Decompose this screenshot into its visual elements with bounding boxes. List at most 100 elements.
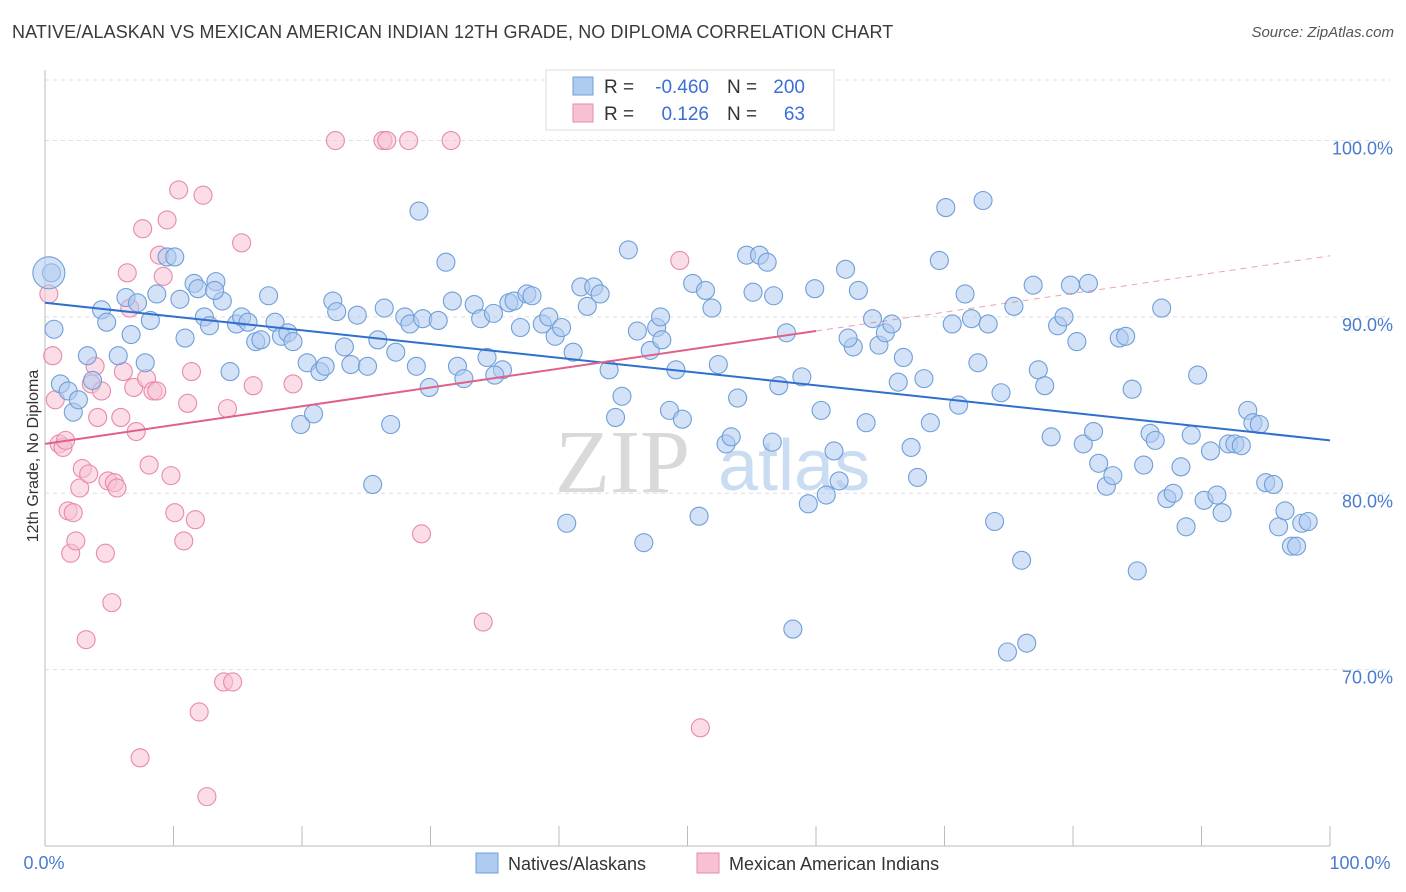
natives-point-large [32, 256, 66, 290]
mexican-point-22 [107, 478, 127, 498]
natives-point-95 [672, 409, 692, 429]
natives-point-9 [97, 312, 117, 332]
natives-point-108 [762, 432, 782, 452]
natives-point-79 [563, 342, 583, 362]
mexican-point-20 [102, 593, 122, 613]
y-tick-labels: 70.0% 80.0% 90.0% 100.0% [1332, 139, 1393, 688]
legend-n-label-2: N = [727, 104, 757, 125]
series-mexican-american-indians [39, 130, 710, 807]
natives-point-142 [985, 511, 1005, 532]
legend-n-label-1: N = [727, 77, 757, 98]
natives-point-150 [1035, 376, 1055, 396]
y-tick-label-80: 80.0% [1342, 491, 1393, 511]
mexican-point-57 [399, 130, 419, 151]
natives-point-128 [893, 347, 913, 368]
natives-point-199 [1298, 511, 1318, 532]
natives-point-174 [1181, 425, 1201, 445]
natives-point-40 [304, 404, 324, 424]
natives-point-179 [1212, 503, 1232, 523]
legend-r-value-2: 0.126 [661, 104, 709, 125]
natives-point-130 [907, 467, 928, 487]
natives-point-13 [127, 293, 148, 313]
mexican-point-44 [185, 510, 205, 530]
natives-point-18 [165, 247, 185, 267]
natives-point-139 [968, 353, 988, 373]
natives-point-182 [1231, 436, 1251, 456]
natives-point-45 [334, 337, 354, 357]
natives-point-33 [259, 286, 279, 306]
natives-point-135 [942, 314, 962, 334]
natives-point-149 [1028, 360, 1048, 380]
natives-point-103 [728, 388, 748, 408]
natives-point-187 [1263, 474, 1284, 495]
natives-point-197 [650, 307, 671, 327]
natives-point-107 [757, 252, 777, 272]
natives-trend-line [44, 301, 1331, 442]
natives-point-119 [836, 259, 856, 279]
natives-point-52 [381, 414, 401, 435]
bottom-legend-label-natives: Natives/Alaskans [508, 854, 646, 874]
natives-point-67 [483, 303, 504, 323]
mexican-point-53 [283, 374, 303, 394]
natives-point-77 [552, 317, 572, 338]
mexican-point-25 [117, 263, 137, 283]
series-legend: Natives/Alaskans Mexican American Indian… [475, 852, 939, 874]
natives-point-175 [1188, 365, 1208, 385]
natives-point-193 [205, 280, 225, 301]
mexican-point-52 [243, 376, 263, 396]
natives-point-110 [776, 323, 796, 343]
natives-point-75 [539, 307, 559, 327]
natives-point-134 [936, 198, 956, 218]
natives-point-161 [1103, 466, 1123, 486]
natives-point-47 [347, 305, 367, 325]
mexican-point-8 [63, 503, 83, 523]
natives-point-118 [829, 471, 849, 491]
natives-point-153 [1054, 307, 1074, 327]
natives-point-10 [108, 346, 128, 366]
natives-point-63 [454, 369, 474, 389]
natives-point-144 [997, 642, 1018, 662]
natives-point-98 [695, 280, 716, 301]
watermark-zip: ZIP [555, 413, 690, 512]
natives-point-189 [1275, 501, 1295, 521]
natives-point-97 [689, 506, 709, 526]
mexican-point-49 [217, 399, 238, 419]
natives-point-100 [708, 354, 728, 375]
natives-point-14 [135, 353, 155, 373]
mexican-point-39 [165, 503, 185, 523]
natives-point-46 [341, 354, 361, 375]
mexican-point-36 [153, 266, 173, 286]
natives-point-66 [477, 347, 497, 368]
natives-point-126 [882, 314, 902, 334]
watermark-atlas: atlas [718, 426, 870, 506]
natives-point-143 [991, 383, 1011, 403]
mexican-point-59 [441, 130, 461, 151]
natives-point-148 [1023, 275, 1043, 295]
y-tick-label-70: 70.0% [1342, 668, 1393, 688]
natives-point-132 [920, 413, 940, 433]
mexican-point-47 [197, 787, 217, 807]
natives-point-85 [605, 407, 626, 427]
natives-point-83 [590, 284, 610, 304]
natives-point-178 [1207, 485, 1227, 505]
natives-point-154 [1060, 275, 1080, 295]
mexican-point-58 [411, 524, 432, 544]
mexican-point-62 [690, 718, 710, 738]
natives-point-87 [618, 240, 638, 260]
mexican-point-29 [130, 748, 150, 768]
natives-point-71 [510, 317, 531, 338]
natives-point-157 [1078, 273, 1098, 293]
natives-point-7 [82, 370, 103, 390]
stats-legend: R = -0.460 N = 200 R = 0.126 N = 63 [545, 69, 835, 131]
trend-lines [44, 255, 1331, 445]
natives-point-133 [929, 250, 949, 271]
mexican-point-60 [473, 612, 493, 632]
natives-point-198 [838, 328, 858, 348]
natives-point-109 [769, 376, 789, 396]
natives-point-89 [634, 533, 654, 553]
chart-title: NATIVE/ALASKAN VS MEXICAN AMERICAN INDIA… [12, 22, 894, 42]
legend-n-value-2: 63 [784, 104, 805, 125]
mexican-point-40 [169, 180, 189, 200]
natives-point-49 [363, 474, 383, 495]
mexican-trend-extension [815, 255, 1331, 332]
